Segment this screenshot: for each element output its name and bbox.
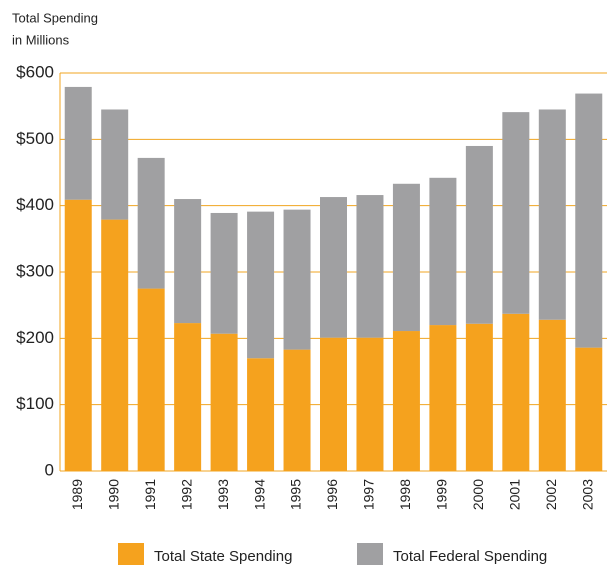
x-tick-label: 1989 [69,479,85,510]
bar-segment [575,93,603,348]
x-tick-label: 1998 [397,479,413,510]
x-tick-label: 1992 [178,479,194,510]
legend-label: Total State Spending [154,548,292,565]
bar-segment [247,358,275,471]
bar-segment [502,112,530,314]
bar-segment [210,212,238,334]
bar-segment [174,323,202,471]
bar-segment [356,337,384,471]
bar-segment [392,331,420,471]
y-tick-label: $300 [16,261,54,280]
bar-segment [64,86,92,200]
bar-segment [392,183,420,332]
bar-segment [174,199,202,324]
x-tick-label: 1999 [434,479,450,510]
x-tick-label: 2001 [507,479,523,510]
x-tick-label: 1991 [142,479,158,510]
bar-segment [320,337,347,471]
bar-segment [283,209,311,350]
y-tick-label: $100 [16,394,54,413]
x-tick-label: 1995 [288,479,304,510]
x-tick-label: 2000 [470,479,486,510]
y-tick-label: $200 [16,328,54,347]
legend-swatch [118,543,144,565]
bar-segment [429,177,457,326]
y-tick-label: $600 [16,62,54,81]
legend-swatch [357,543,383,565]
bar-segment [137,157,165,289]
bar-segment [210,333,238,471]
y-tick-label: $400 [16,195,54,214]
bar-segment [101,219,129,471]
y-tick-label: 0 [45,460,54,479]
bar-segment [137,288,165,471]
bar-segment [538,319,566,471]
x-tick-label: 2002 [543,479,559,510]
x-tick-label: 1994 [251,479,267,510]
x-tick-label: 1993 [215,479,231,510]
legend-label: Total Federal Spending [393,548,547,565]
bar-segment [429,325,457,471]
bar-segment [320,197,347,338]
x-tick-label: 1996 [324,479,340,510]
bar-segment [247,211,275,359]
bar-segment [465,145,493,324]
bar-segment [465,323,493,471]
bar-segment [356,195,384,338]
y-axis-title: Total Spending [12,10,98,25]
y-axis-title: in Millions [12,32,70,47]
bar-segment [538,109,566,320]
x-tick-label: 1990 [105,479,121,510]
x-tick-label: 2003 [579,479,595,510]
bar-segment [101,109,129,220]
bar-segment [502,313,530,471]
x-tick-label: 1997 [361,479,377,510]
bar-segment [575,347,603,471]
bar-segment [64,199,92,472]
bar-segment [283,349,311,471]
y-tick-label: $500 [16,129,54,148]
